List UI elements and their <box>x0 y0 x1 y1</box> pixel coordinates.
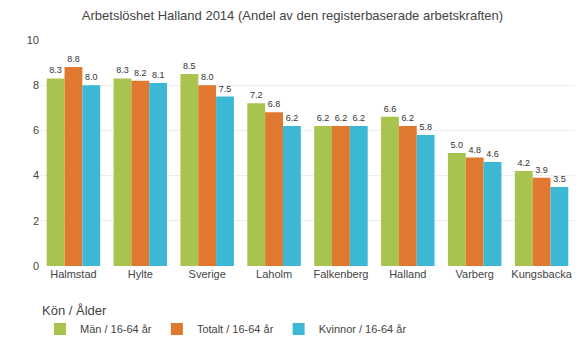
svg-text:8.1: 8.1 <box>152 70 165 80</box>
svg-text:6.2: 6.2 <box>353 113 366 123</box>
svg-text:6.8: 6.8 <box>268 99 281 109</box>
svg-text:6.2: 6.2 <box>317 113 330 123</box>
svg-text:8.3: 8.3 <box>116 65 129 75</box>
svg-text:5.0: 5.0 <box>451 140 464 150</box>
svg-text:6.2: 6.2 <box>402 113 415 123</box>
svg-text:Halmstad: Halmstad <box>50 268 96 280</box>
svg-text:3.5: 3.5 <box>553 174 566 184</box>
svg-text:Falkenberg: Falkenberg <box>313 268 368 280</box>
svg-text:Hylte: Hylte <box>128 268 153 280</box>
svg-text:3.9: 3.9 <box>535 165 548 175</box>
svg-text:8.0: 8.0 <box>85 72 98 82</box>
svg-text:7.2: 7.2 <box>250 90 263 100</box>
svg-text:8.2: 8.2 <box>134 68 147 78</box>
svg-text:Arbetslöshet Halland 2014 (And: Arbetslöshet Halland 2014 (Andel av den … <box>82 8 503 23</box>
svg-text:8: 8 <box>33 79 39 91</box>
svg-text:Varberg: Varberg <box>456 268 494 280</box>
svg-text:6: 6 <box>33 124 39 136</box>
svg-text:6.6: 6.6 <box>384 104 397 114</box>
svg-text:0: 0 <box>33 260 39 272</box>
svg-text:Kungsbacka: Kungsbacka <box>511 268 572 280</box>
svg-text:7.5: 7.5 <box>219 84 232 94</box>
svg-text:5.8: 5.8 <box>419 122 432 132</box>
svg-text:Sverige: Sverige <box>189 268 226 280</box>
svg-text:8.3: 8.3 <box>49 65 62 75</box>
svg-text:Laholm: Laholm <box>256 268 292 280</box>
svg-text:8.0: 8.0 <box>201 72 214 82</box>
svg-text:Totalt / 16-64 år: Totalt / 16-64 år <box>197 323 274 335</box>
svg-text:10: 10 <box>27 34 39 46</box>
svg-text:Kvinnor / 16-64 år: Kvinnor / 16-64 år <box>319 323 407 335</box>
svg-text:4.2: 4.2 <box>517 158 530 168</box>
svg-text:4.8: 4.8 <box>468 145 481 155</box>
svg-text:6.2: 6.2 <box>335 113 348 123</box>
svg-text:4.6: 4.6 <box>486 149 499 159</box>
svg-text:4: 4 <box>33 169 39 181</box>
svg-text:8.5: 8.5 <box>183 61 196 71</box>
svg-text:Män / 16-64 år: Män / 16-64 år <box>80 323 152 335</box>
svg-text:Halland: Halland <box>389 268 426 280</box>
svg-text:Kön / Ålder: Kön / Ålder <box>42 303 107 318</box>
svg-text:6.2: 6.2 <box>286 113 299 123</box>
svg-text:2: 2 <box>33 215 39 227</box>
svg-text:8.8: 8.8 <box>67 54 80 64</box>
